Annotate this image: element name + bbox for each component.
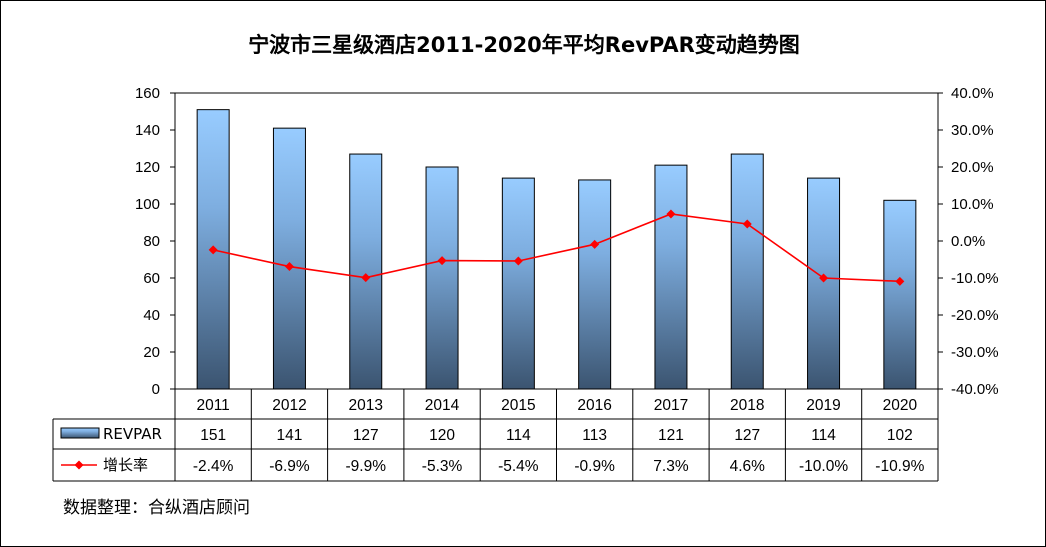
y-right-tick-label: -20.0% [951,307,999,324]
x-category-label: 2016 [577,397,611,414]
y-right-tick-label: 20.0% [951,159,994,176]
bar-revpar-2017 [654,164,688,390]
legend-label-growth: 增长率 [103,456,148,474]
legend-marker-growth [74,460,84,470]
table-cell-revpar: 127 [353,427,379,444]
table-cell-growth: -10.0% [799,458,848,475]
table-cell-growth: -10.9% [875,458,924,475]
point-growth-rate-2020 [895,276,905,286]
point-growth-rate-2017 [666,209,676,219]
table-cell-revpar: 151 [200,427,226,444]
bar-revpar-2020 [883,199,917,390]
table-cell-revpar: 114 [506,427,531,444]
legend-swatch-revpar [60,427,100,439]
x-category-label: 2020 [883,397,918,414]
y-left-tick-label: 60 [143,270,160,287]
y-left-tick-label: 20 [143,344,160,361]
table-cell-growth: -9.9% [346,458,387,475]
x-category-label: 2011 [196,397,229,414]
y-left-tick-label: 160 [135,85,160,102]
bar-revpar-2016 [578,179,612,390]
table-cell-revpar: 102 [887,427,913,444]
table-cell-revpar: 113 [582,427,607,444]
table-cell-revpar: 127 [734,427,760,444]
y-left-tick-label: 100 [135,196,160,213]
point-growth-rate-2012 [284,262,294,272]
bar-revpar-2014 [425,166,459,390]
chart-title: 宁波市三星级酒店2011-2020年平均RevPAR变动趋势图 [248,33,800,57]
y-right-tick-label: 0.0% [951,233,985,250]
y-right-tick-label: -40.0% [951,381,999,398]
x-category-label: 2012 [272,397,306,414]
table-cell-revpar: 121 [658,427,684,444]
bar-revpar-2012 [272,127,306,390]
point-growth-rate-2011 [208,245,218,255]
bar-revpar-2019 [807,177,841,390]
x-category-label: 2019 [806,397,840,414]
table-cell-revpar: 120 [429,427,455,444]
bar-revpar-2015 [501,177,535,390]
table-cell-growth: -5.4% [498,458,539,475]
point-growth-rate-2016 [590,239,600,249]
point-growth-rate-2018 [742,219,752,229]
x-category-label: 2014 [425,397,460,414]
point-growth-rate-2014 [437,256,447,266]
y-left-tick-label: 80 [143,233,160,250]
y-left-tick-label: 0 [152,381,160,398]
line-growth-rate [212,213,900,283]
x-category-label: 2017 [654,397,688,414]
y-right-tick-label: -10.0% [951,270,999,287]
table-cell-revpar: 114 [811,427,836,444]
table-cell-growth: -5.3% [422,458,463,475]
table-cell-growth: -0.9% [574,458,615,475]
bar-revpar-2013 [349,153,383,390]
table-cell-growth: 7.3% [653,458,689,475]
x-category-label: 2018 [730,397,764,414]
y-right-tick-label: -30.0% [951,344,999,361]
x-category-label: 2015 [501,397,535,414]
y-left-tick-label: 120 [135,159,160,176]
table-cell-growth: -2.4% [193,458,234,475]
legend-label-revpar: REVPAR [103,425,162,443]
y-right-tick-label: 30.0% [951,122,994,139]
table-cell-growth: -6.9% [269,458,310,475]
point-growth-rate-2019 [819,273,829,283]
y-right-tick-label: 40.0% [951,85,994,102]
y-left-tick-label: 140 [135,122,160,139]
table-cell-growth: 4.6% [730,458,766,475]
point-growth-rate-2015 [513,256,523,266]
point-growth-rate-2013 [361,273,371,283]
y-left-tick-label: 40 [143,307,160,324]
x-category-label: 2013 [349,397,383,414]
y-right-tick-label: 10.0% [951,196,994,213]
data-source-note: 数据整理：合纵酒店顾问 [63,498,250,518]
bar-revpar-2018 [730,153,764,390]
table-cell-revpar: 141 [277,427,303,444]
